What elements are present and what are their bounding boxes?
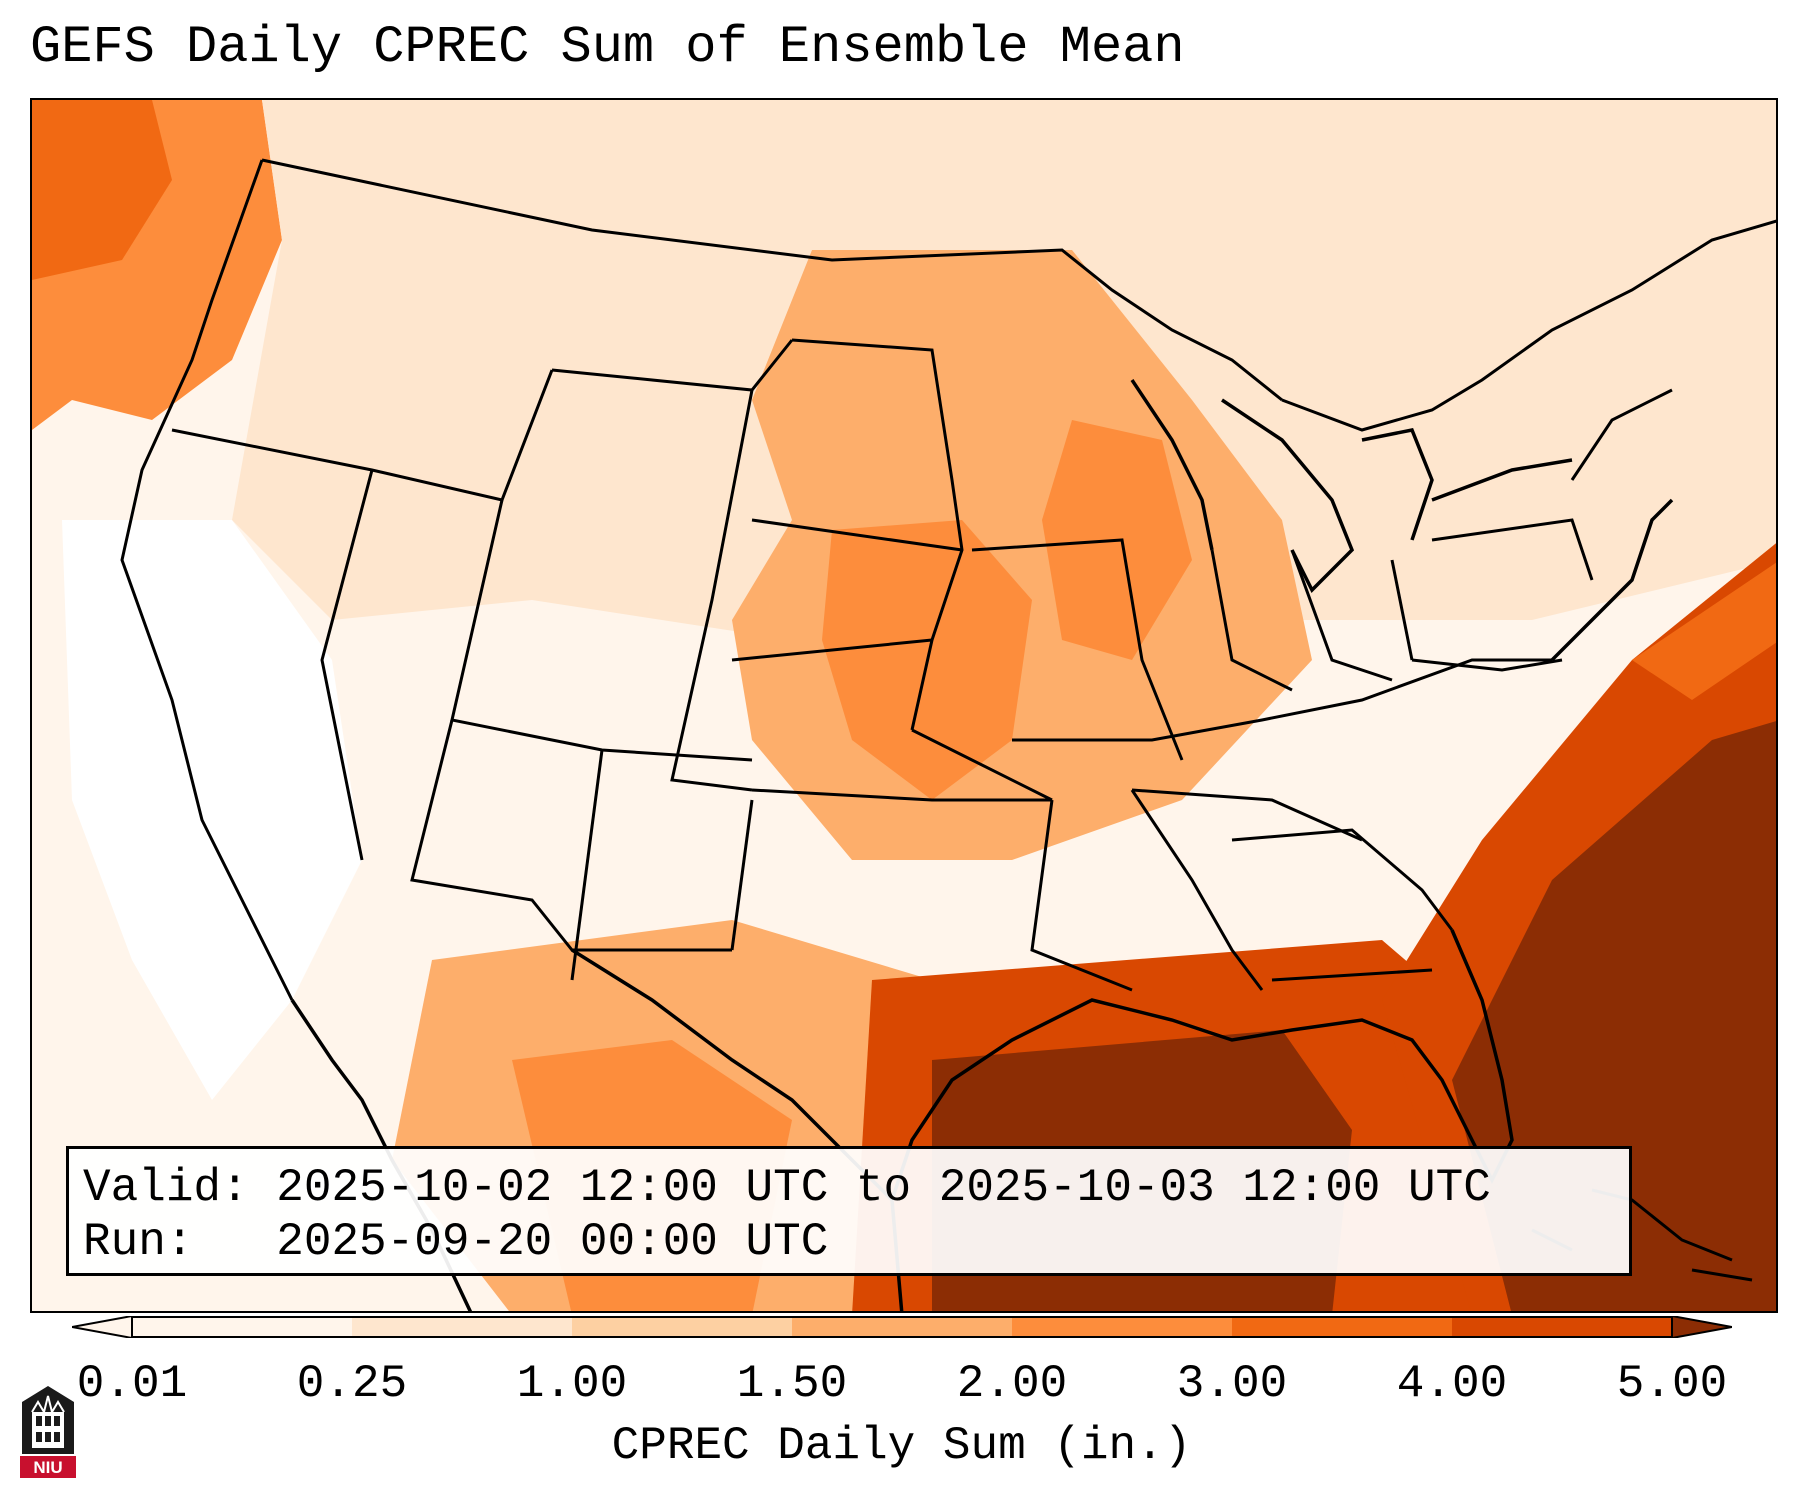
- colorbar: [71, 1314, 1733, 1340]
- colorbar-label: CPREC Daily Sum (in.): [611, 1420, 1192, 1472]
- validity-info-box: Valid: 2025-10-02 12:00 UTC to 2025-10-0…: [66, 1146, 1632, 1276]
- map-title: GEFS Daily CPREC Sum of Ensemble Mean: [30, 18, 1185, 77]
- colorbar-tick-label: 2.00: [956, 1358, 1068, 1410]
- colorbar-tick-label: 0.25: [296, 1358, 408, 1410]
- colorbar-extend-high: [1671, 1314, 1733, 1340]
- colorbar-tick-label: 5.00: [1616, 1358, 1728, 1410]
- colorbar-tick-label: 1.50: [736, 1358, 848, 1410]
- state-borders: [120, 158, 1776, 1001]
- colorbar-tick-label: 3.00: [1176, 1358, 1288, 1410]
- colorbar-svg: [71, 1314, 1733, 1340]
- colorbar-segment: [572, 1316, 793, 1338]
- run-time-text: Run: 2025-09-20 00:00 UTC: [83, 1216, 829, 1268]
- colorbar-segment: [1232, 1316, 1453, 1338]
- logo-text: NIU: [33, 1458, 62, 1477]
- university-logo: NIU: [18, 1382, 78, 1480]
- colorbar-extend-low: [71, 1314, 133, 1340]
- colorbar-tick-label: 1.00: [516, 1358, 628, 1410]
- colorbar-outline: [131, 1316, 1673, 1338]
- colorbar-segment: [1012, 1316, 1233, 1338]
- map-canvas: [32, 100, 1776, 1311]
- colorbar-segment: [132, 1316, 353, 1338]
- colorbar-tick-label: 4.00: [1396, 1358, 1508, 1410]
- precip-atlantic-edge: [1632, 562, 1776, 700]
- colorbar-segment: [1452, 1316, 1673, 1338]
- colorbar-segment: [792, 1316, 1013, 1338]
- precip-california-dry: [62, 520, 362, 1100]
- university-tower-icon: NIU: [20, 1386, 76, 1478]
- colorbar-segment: [352, 1316, 573, 1338]
- colorbar-tick-label: 0.01: [76, 1358, 188, 1410]
- valid-time-text: Valid: 2025-10-02 12:00 UTC to 2025-10-0…: [83, 1162, 1491, 1214]
- precipitation-map: [30, 98, 1778, 1313]
- precip-pacific-nw-core: [32, 100, 172, 280]
